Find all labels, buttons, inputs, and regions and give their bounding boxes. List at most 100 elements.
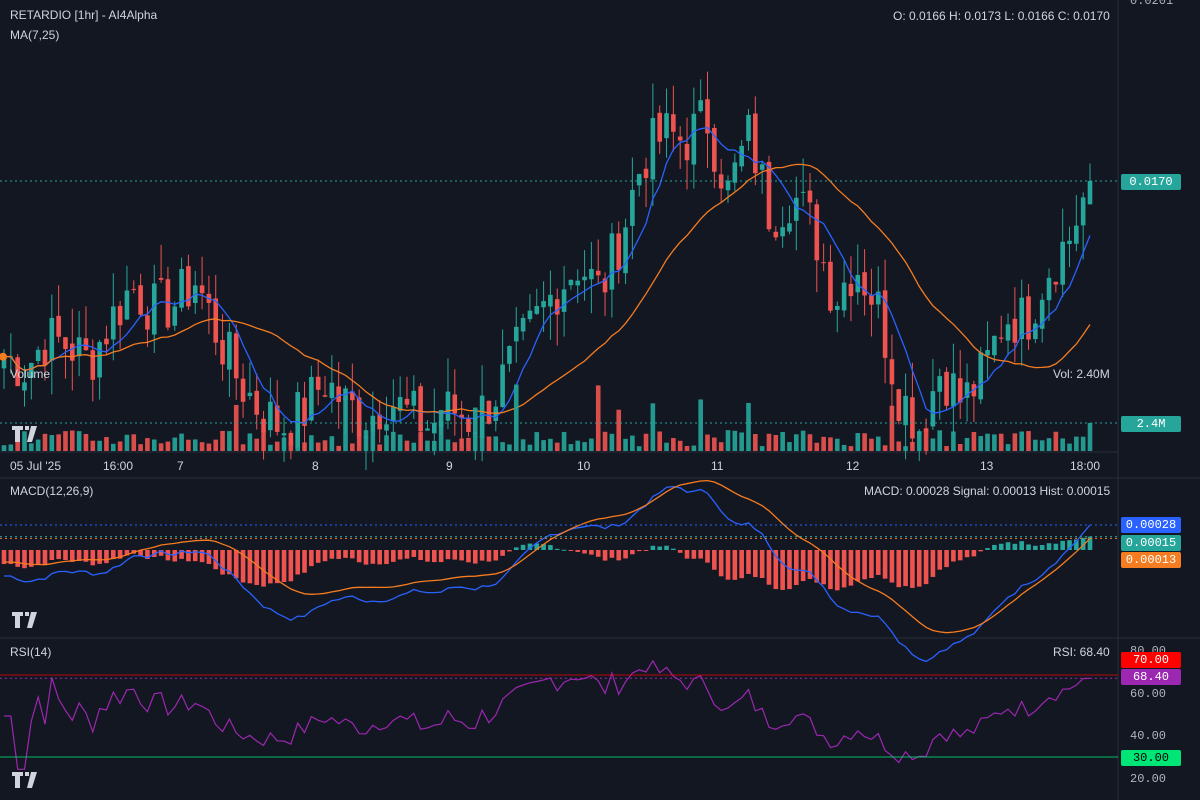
rsi-overbought-tag: 70.00	[1121, 652, 1181, 668]
candle	[862, 272, 867, 296]
volume-bar	[309, 435, 314, 451]
candle	[561, 289, 567, 312]
volume-bar	[814, 442, 820, 451]
volume-bar	[29, 443, 34, 451]
macd-histogram-bar	[295, 550, 300, 575]
candle	[992, 335, 997, 356]
candle	[22, 382, 27, 391]
macd-histogram-bar	[186, 550, 191, 562]
x-tick-label: 9	[446, 459, 453, 473]
volume-bar	[411, 442, 417, 451]
signal-line	[4, 479, 1091, 634]
candle	[595, 270, 601, 276]
macd-histogram-bar	[923, 550, 929, 585]
volume-bar	[315, 442, 321, 451]
candle	[466, 417, 471, 432]
macd-histogram-bar	[814, 550, 820, 583]
volume-bar	[773, 434, 779, 451]
macd-histogram-bar	[227, 550, 232, 575]
macd-histogram-bar	[582, 550, 587, 554]
volume-bar	[158, 443, 164, 451]
volume-bar	[609, 433, 615, 451]
macd-histogram-bar	[336, 550, 341, 559]
macd-tag: 0.00028	[1121, 517, 1181, 533]
volume-bar	[534, 432, 540, 451]
volume-bar	[261, 430, 266, 451]
volume-bar	[507, 444, 512, 451]
macd-histogram-bar	[725, 550, 731, 580]
macd-histogram-bar	[1039, 544, 1045, 550]
candle	[828, 261, 833, 311]
candle	[725, 180, 731, 191]
volume-bar	[459, 438, 464, 451]
volume-bar	[582, 442, 587, 451]
candle	[281, 433, 287, 436]
volume-bar	[104, 437, 109, 451]
macd-histogram-bar	[370, 550, 376, 564]
volume-bar	[992, 434, 997, 451]
volume-bar	[97, 440, 102, 451]
macd-histogram-bar	[1060, 540, 1065, 550]
macd-histogram-bar	[882, 550, 888, 579]
macd-histogram-bar	[705, 550, 710, 563]
candle	[186, 266, 191, 307]
macd-histogram-bar	[472, 550, 478, 564]
x-tick-label: 13	[980, 459, 994, 473]
macd-histogram-bar	[998, 543, 1004, 550]
price-axis-top-tick: 0.0201	[1130, 0, 1174, 8]
macd-histogram-bar	[643, 550, 649, 551]
candle	[1087, 181, 1093, 205]
volume-bar	[1087, 423, 1093, 451]
candle	[384, 424, 389, 431]
macd-histogram-bar	[753, 550, 758, 578]
macd-histogram-bar	[384, 550, 389, 565]
volume-bar	[199, 442, 205, 451]
volume-bar	[787, 442, 792, 451]
candle	[664, 113, 669, 139]
candle	[951, 373, 956, 407]
macd-histogram-bar	[684, 550, 690, 559]
candle	[746, 114, 751, 141]
macd-histogram-bar	[363, 550, 369, 565]
candle	[944, 371, 949, 406]
volume-bar	[1039, 440, 1045, 451]
volume-bar	[1005, 444, 1011, 451]
volume-bar	[650, 403, 656, 451]
macd-histogram-bar	[213, 550, 219, 570]
candle	[322, 395, 328, 397]
volume-bar	[841, 444, 847, 451]
macd-histogram-bar	[172, 550, 178, 562]
macd-histogram-bar	[309, 550, 314, 567]
candle	[425, 428, 430, 431]
candle	[90, 350, 96, 380]
x-tick-label: 18:00	[1070, 459, 1101, 473]
candle	[179, 269, 184, 308]
candle	[1074, 225, 1079, 244]
volume-bar	[1053, 431, 1059, 451]
candle	[520, 318, 526, 332]
candle	[623, 227, 628, 274]
candle	[110, 306, 116, 340]
macd-histogram-bar	[664, 545, 669, 550]
candle	[254, 390, 260, 415]
x-tick-label: 05 Jul '25	[10, 459, 61, 473]
macd-histogram-bar	[1080, 537, 1086, 550]
volume-bar	[322, 440, 328, 451]
volume-bar	[438, 409, 444, 451]
macd-histogram-bar	[527, 543, 533, 550]
volume-bar	[807, 434, 813, 451]
volume-bar	[875, 436, 881, 451]
macd-histogram-bar	[855, 550, 861, 582]
macd-histogram-bar	[609, 550, 615, 558]
candle	[582, 276, 587, 281]
candle	[568, 279, 574, 286]
macd-histogram-bar	[377, 550, 382, 565]
volume-bar	[718, 442, 724, 451]
candle	[957, 378, 963, 403]
macd-histogram-bar	[42, 550, 48, 565]
macd-histogram-bar	[595, 550, 601, 557]
macd-histogram-bar	[322, 550, 328, 562]
macd-histogram-bar	[848, 550, 854, 586]
candle	[165, 279, 171, 328]
